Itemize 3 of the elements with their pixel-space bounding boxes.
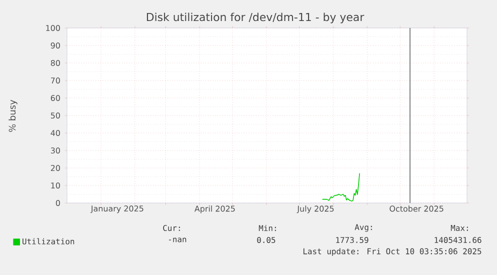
chart-title: Disk utilization for /dev/dm-11 - by year: [146, 12, 364, 24]
line-series: [322, 172, 360, 202]
y-axis-title: % busy: [8, 100, 18, 132]
